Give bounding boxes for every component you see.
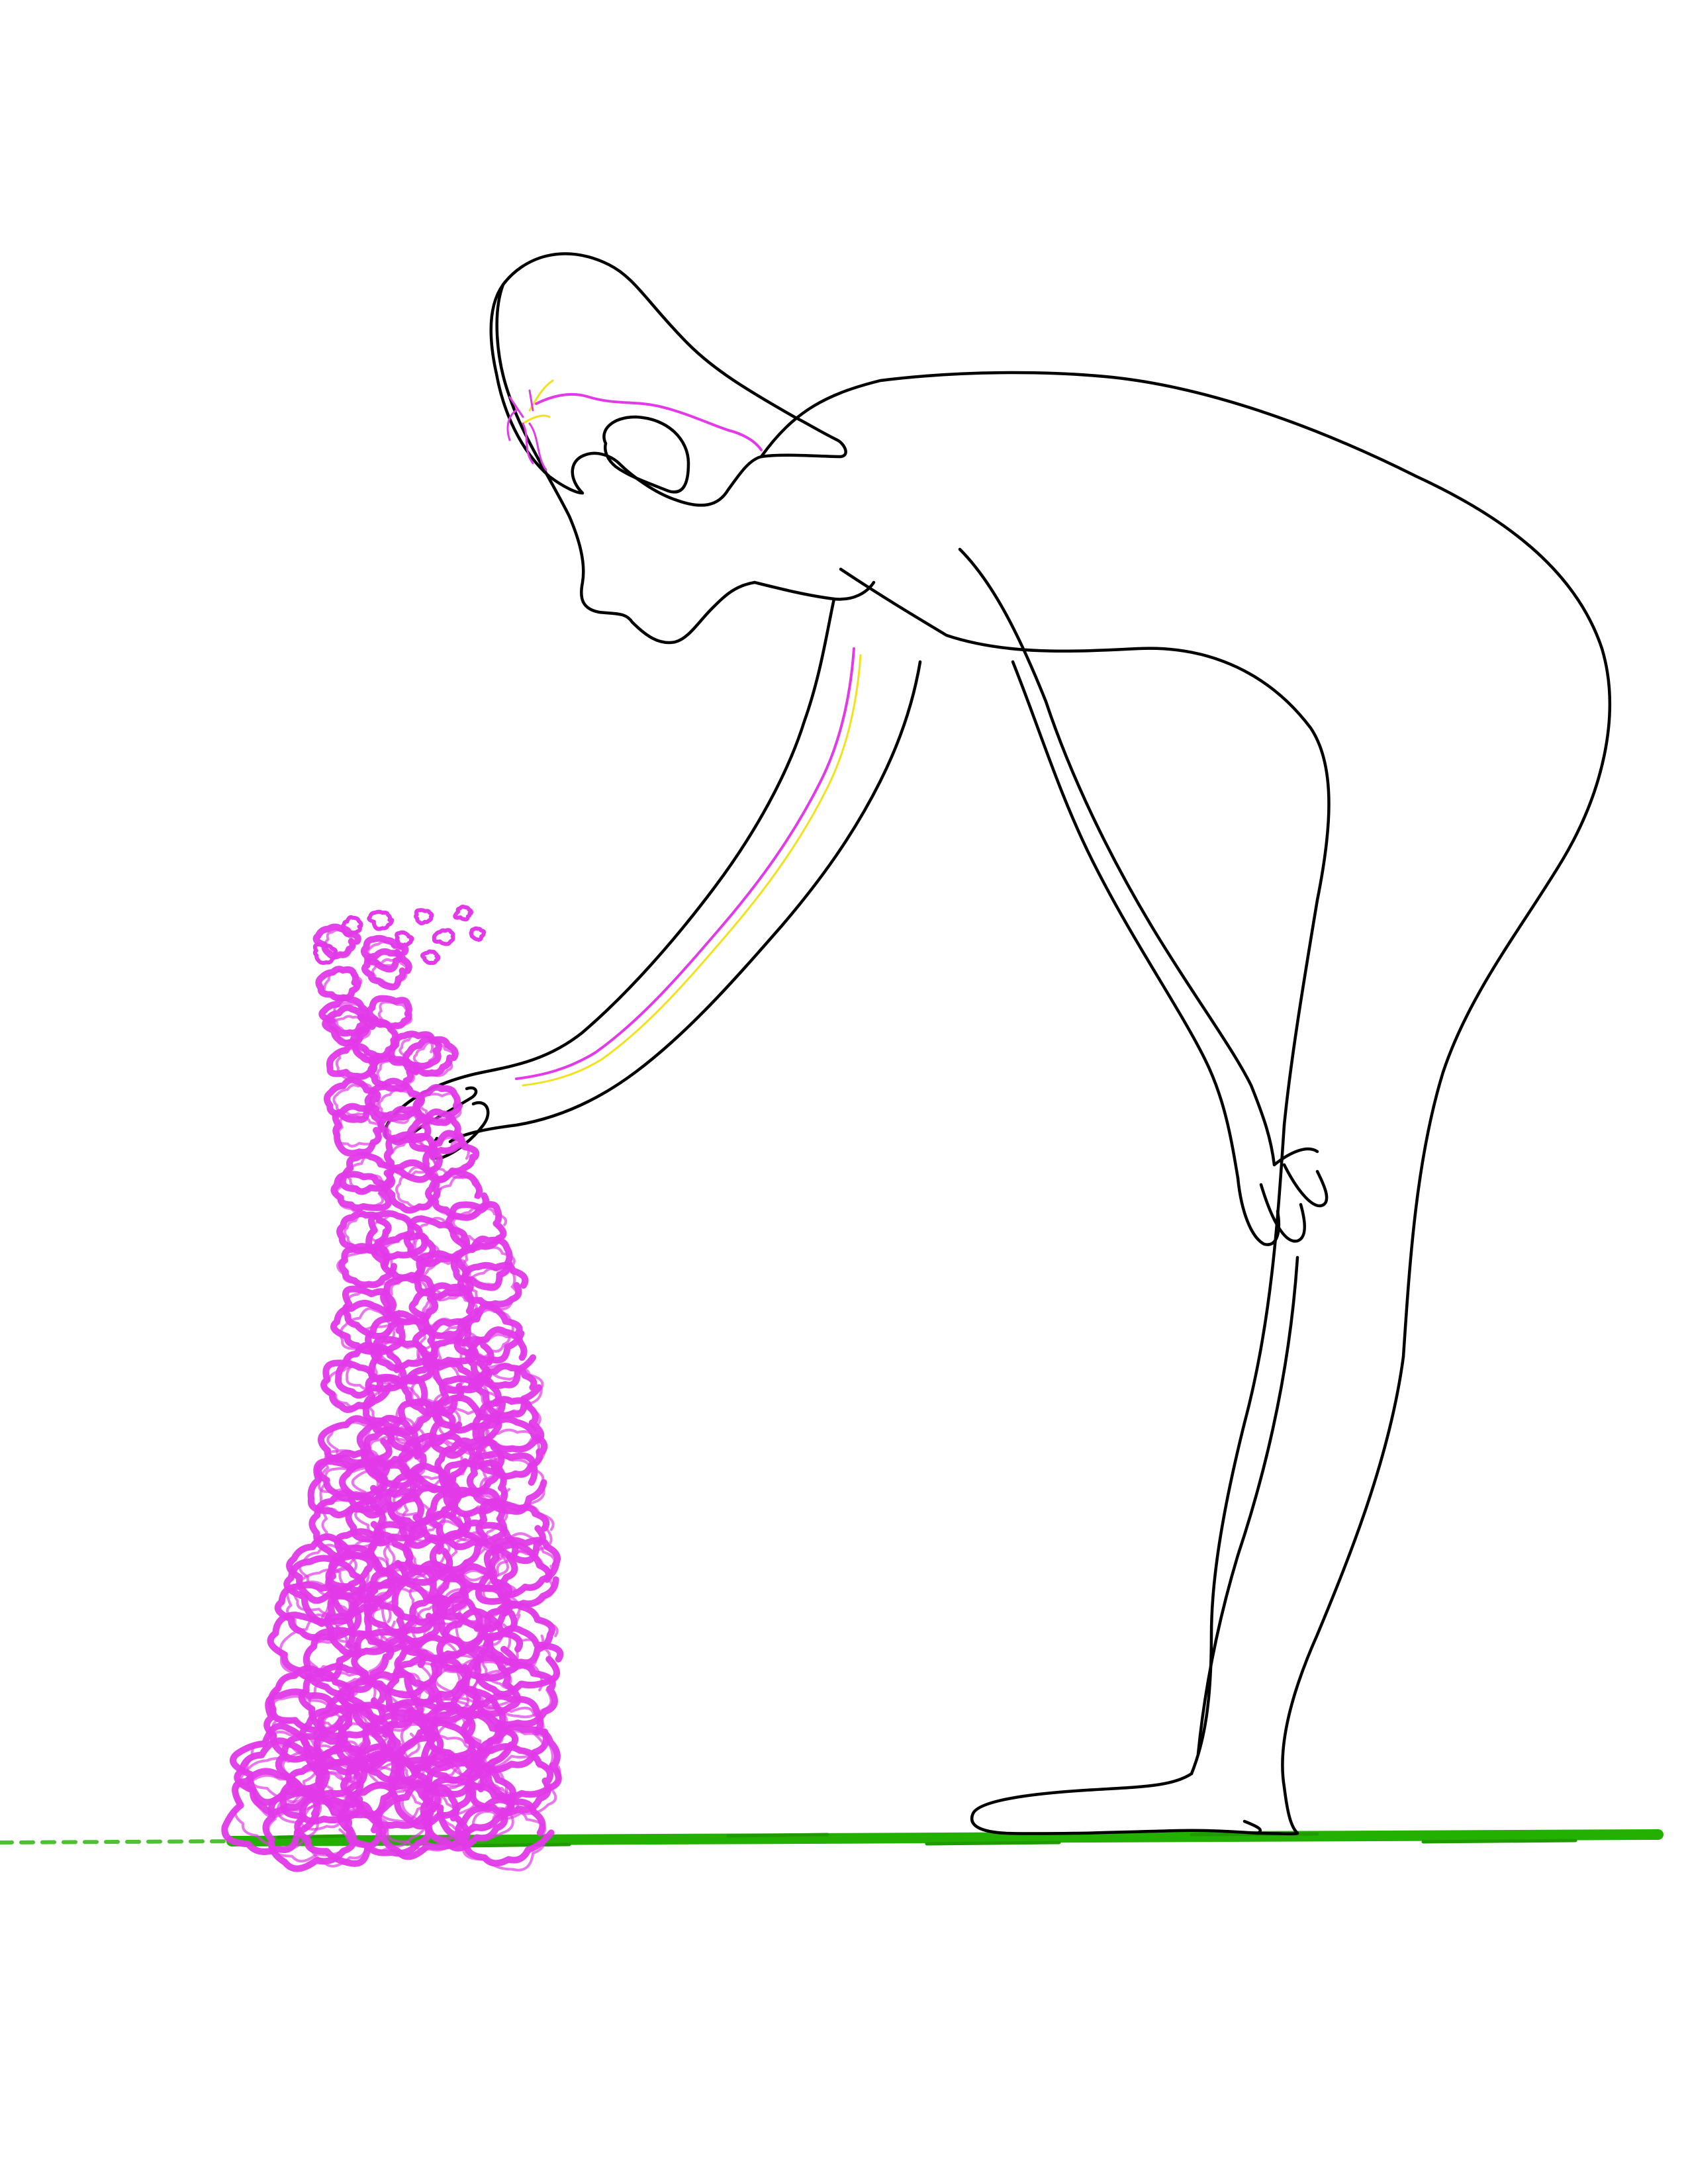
figure-back-leg [1281, 1355, 1405, 1835]
foxglove-bell-9-1 [335, 1046, 377, 1082]
foxglove-bell-11-1 [412, 1040, 455, 1077]
foxglove-bell-5-1 [377, 1001, 412, 1029]
foxglove-bell-60-1 [351, 1459, 424, 1516]
arm-nerve-magenta [515, 647, 855, 1080]
foxglove-bell-124-1 [429, 1781, 519, 1844]
figure-reaching-arm-upper [395, 597, 836, 1114]
brain-nerve-magenta [535, 392, 763, 451]
foxglove-bell-1-1 [366, 940, 405, 967]
foxglove-bell-7-1 [355, 1024, 400, 1060]
foxglove-bud-0 [312, 942, 338, 965]
foxglove-bell-125-1 [461, 1807, 547, 1872]
foxglove-bud-5 [432, 928, 455, 946]
arm-nerve-yellow [522, 654, 862, 1087]
grass-stroke-texture [276, 1832, 1577, 1848]
foxglove-bell-22-1 [395, 1165, 442, 1210]
foxglove-bell-15-0 [332, 1103, 385, 1157]
foxglove-bell-74-0 [488, 1537, 561, 1598]
foxglove-bell-86-1 [488, 1600, 559, 1672]
foxglove-bell-39-1 [458, 1308, 514, 1359]
foxglove-bell-46-0 [400, 1360, 477, 1418]
foxglove-bell-34-1 [422, 1292, 479, 1337]
foxglove-bud-7 [469, 926, 487, 942]
foxglove-bell-15-1 [336, 1114, 383, 1148]
foxglove-bell-107-0 [313, 1704, 397, 1776]
foxglove-bell-25-1 [367, 1213, 422, 1259]
foxglove-bell-43-0 [465, 1326, 536, 1389]
foxglove-bell-121-1 [297, 1794, 390, 1868]
foxglove-bud-2 [367, 909, 395, 931]
grass-stroke-fade [0, 1839, 240, 1844]
foxglove-bell-125-0 [455, 1796, 555, 1867]
foxglove-bell-58-0 [475, 1416, 548, 1480]
foxglove-bell-12-1 [332, 1083, 380, 1116]
foxglove-bell-87-0 [267, 1612, 359, 1682]
foxglove-bell-39-0 [453, 1302, 525, 1364]
foxglove-bud-6 [453, 904, 474, 922]
figure-front-leg-inner [1196, 1255, 1299, 1756]
foxglove-bell-31-1 [461, 1244, 516, 1286]
foxglove-bell-74-1 [489, 1532, 556, 1592]
foxglove-bell-1-0 [361, 934, 409, 973]
figure-hanging-hand [1236, 1147, 1329, 1246]
figure-front-leg [1190, 1123, 1286, 1776]
foxglove-bell-91-1 [439, 1619, 519, 1678]
figure-chest-belly [839, 567, 1331, 1127]
figure-reaching-arm-lower [448, 660, 922, 1144]
figure-torso-outline [759, 371, 1612, 1359]
foxglove-bell-58-1 [482, 1428, 546, 1479]
foxglove-bell-3-1 [371, 958, 408, 987]
foxglove-flower [221, 904, 564, 1872]
foxglove-bell-48-1 [477, 1363, 544, 1416]
foxglove-bell-23-1 [432, 1175, 485, 1220]
foxglove-bell-27-0 [445, 1201, 507, 1251]
foxglove-bell-52-0 [429, 1394, 502, 1459]
foxglove-bell-113-0 [279, 1758, 364, 1825]
foxglove-bud-3 [395, 930, 414, 950]
figure-feet [970, 1772, 1299, 1836]
foxglove-bud-8 [420, 949, 441, 966]
foxglove-bell-55-1 [363, 1435, 426, 1485]
foxglove-bell-96-0 [385, 1654, 480, 1725]
foxglove-bell-28-1 [336, 1247, 395, 1288]
foxglove-bell-19-1 [388, 1138, 437, 1179]
figure-neck-shoulder [753, 580, 876, 601]
foxglove-bell-21-1 [335, 1173, 389, 1213]
brain-nerve-cluster [506, 389, 547, 471]
figure-ear [602, 415, 690, 494]
nerve-lines [506, 379, 862, 1087]
foxglove-bell-85-1 [438, 1584, 521, 1651]
foxglove-bell-35-1 [465, 1267, 519, 1311]
foxglove-bud-1 [340, 915, 363, 937]
foxglove-bell-43-1 [469, 1333, 533, 1381]
foxglove-bell-8-0 [388, 1030, 442, 1069]
foxglove-bell-119-1 [234, 1774, 322, 1850]
foxglove-bell-36-0 [330, 1300, 406, 1356]
foxglove-bud-4 [414, 908, 434, 926]
foxglove-bell-31-0 [450, 1236, 513, 1291]
foxglove-bell-13-0 [364, 1077, 425, 1122]
figure-hanging-arm [958, 547, 1276, 1180]
foxglove-bell-13-1 [377, 1088, 423, 1124]
foxglove-bell-11-0 [402, 1036, 459, 1077]
bending-figure [383, 252, 1612, 1836]
foxglove-bell-14-1 [418, 1092, 462, 1124]
foxglove-bell-80-1 [482, 1550, 555, 1607]
foxglove-bell-19-0 [383, 1131, 443, 1183]
foxglove-bell-22-0 [383, 1159, 441, 1214]
foxglove-bell-35-0 [457, 1261, 529, 1308]
